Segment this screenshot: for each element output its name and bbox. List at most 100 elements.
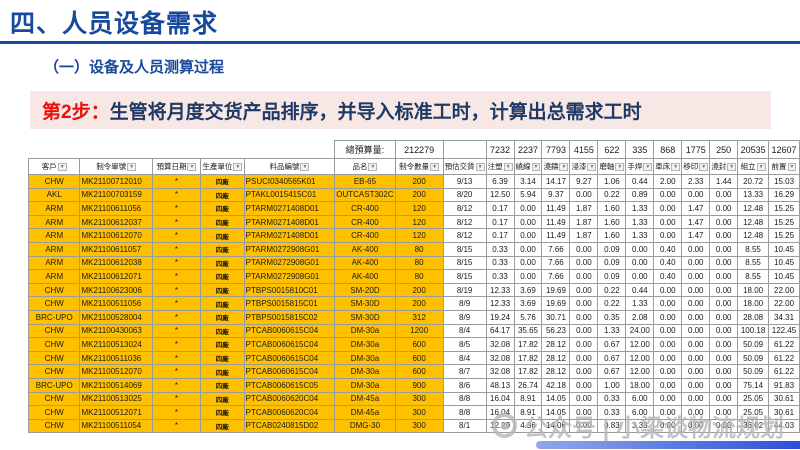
filter-dropdown-icon[interactable]: ▼ — [671, 163, 681, 172]
cell-r17-c17[interactable]: 25.05 — [737, 405, 770, 420]
cell-r3-c6[interactable]: 120 — [394, 214, 444, 230]
filter-dropdown-icon[interactable]: ▼ — [368, 163, 378, 172]
cell-r17-c4[interactable]: PTCAB0060620C04 — [243, 405, 336, 420]
cell-r6-c2[interactable]: * — [151, 255, 201, 271]
cell-r10-c16[interactable]: 0.00 — [709, 309, 739, 325]
cell-r7-c2[interactable]: * — [151, 269, 201, 284]
cell-r2-c6[interactable]: 120 — [394, 201, 444, 216]
cell-r16-c8[interactable]: 16.04 — [485, 391, 515, 407]
cell-r18-c15[interactable]: 0.00 — [681, 418, 711, 434]
cell-r8-c18[interactable]: 22.00 — [768, 282, 800, 298]
cell-r10-c3[interactable]: 四廠 — [199, 309, 245, 325]
cell-r4-c4[interactable]: PTARM0271408D01 — [243, 228, 336, 243]
cell-r1-c3[interactable]: 四廠 — [199, 187, 245, 203]
cell-r12-c8[interactable]: 32.08 — [485, 337, 515, 352]
cell-r10-c17[interactable]: 28.08 — [737, 309, 770, 325]
cell-r4-c17[interactable]: 12.48 — [737, 228, 770, 243]
cell-r2-c17[interactable]: 12.48 — [737, 201, 770, 216]
cell-r13-c9[interactable]: 17.82 — [513, 350, 543, 366]
cell-r16-c1[interactable]: MK21100513025 — [79, 391, 153, 407]
cell-r18-c9[interactable]: 4.36 — [513, 418, 543, 434]
cell-r15-c13[interactable]: 18.00 — [625, 377, 655, 393]
cell-r2-c8[interactable]: 0.17 — [485, 201, 515, 216]
cell-r2-c3[interactable]: 四廠 — [199, 201, 245, 216]
cell-r17-c7[interactable]: 8/8 — [442, 405, 487, 420]
cell-r10-c7[interactable]: 8/9 — [442, 309, 487, 325]
cell-r0-c2[interactable]: * — [151, 174, 201, 189]
cell-r11-c3[interactable]: 四廠 — [199, 323, 245, 339]
cell-r4-c8[interactable]: 0.17 — [485, 228, 515, 243]
cell-r0-c1[interactable]: MK21100712010 — [79, 174, 153, 189]
cell-r18-c10[interactable]: 14.06 — [541, 418, 571, 434]
cell-r8-c3[interactable]: 四廠 — [199, 282, 245, 298]
filter-dropdown-icon[interactable]: ▼ — [559, 163, 569, 172]
cell-r13-c4[interactable]: PTCAB0060615C04 — [243, 350, 336, 366]
cell-r2-c18[interactable]: 15.25 — [768, 201, 800, 216]
cell-r1-c7[interactable]: 8/20 — [442, 187, 487, 203]
cell-r17-c18[interactable]: 30.61 — [768, 405, 800, 420]
filter-dropdown-icon[interactable]: ▼ — [127, 163, 137, 172]
cell-r13-c0[interactable]: CHW — [27, 350, 81, 366]
cell-r6-c1[interactable]: MK21100612038 — [79, 255, 153, 271]
filter-dropdown-icon[interactable]: ▼ — [787, 163, 797, 172]
cell-r18-c3[interactable]: 四廠 — [199, 418, 245, 434]
cell-r8-c5[interactable]: SM-20D — [334, 282, 396, 298]
cell-r5-c9[interactable]: 0.00 — [513, 241, 543, 257]
cell-r13-c6[interactable]: 600 — [394, 350, 444, 366]
cell-r16-c14[interactable]: 0.00 — [653, 391, 683, 407]
cell-r11-c10[interactable]: 56.23 — [541, 323, 571, 339]
cell-r14-c6[interactable]: 600 — [394, 364, 444, 379]
cell-r18-c12[interactable]: 0.83 — [597, 418, 627, 434]
filter-dropdown-icon[interactable]: ▼ — [475, 163, 485, 172]
cell-r2-c1[interactable]: MK21100611056 — [79, 201, 153, 216]
cell-r15-c3[interactable]: 四廠 — [199, 377, 245, 393]
cell-r2-c11[interactable]: 1.87 — [569, 201, 599, 216]
cell-r3-c14[interactable]: 0.00 — [653, 214, 683, 230]
cell-r8-c2[interactable]: * — [151, 282, 201, 298]
cell-r17-c15[interactable]: 0.00 — [681, 405, 711, 420]
cell-r18-c6[interactable]: 300 — [394, 418, 444, 434]
cell-r2-c15[interactable]: 1.47 — [681, 201, 711, 216]
cell-r14-c9[interactable]: 17.82 — [513, 364, 543, 379]
cell-r18-c8[interactable]: 12.29 — [485, 418, 515, 434]
cell-r0-c13[interactable]: 0.44 — [625, 174, 655, 189]
cell-r12-c0[interactable]: CHW — [27, 337, 81, 352]
cell-r13-c18[interactable]: 61.22 — [768, 350, 800, 366]
cell-r5-c3[interactable]: 四廠 — [199, 241, 245, 257]
cell-r12-c6[interactable]: 600 — [394, 337, 444, 352]
cell-r7-c0[interactable]: ARM — [27, 269, 81, 284]
cell-r3-c5[interactable]: CR-400 — [334, 214, 396, 230]
cell-r3-c12[interactable]: 1.60 — [597, 214, 627, 230]
cell-r15-c2[interactable]: * — [151, 377, 201, 393]
cell-r13-c12[interactable]: 0.67 — [597, 350, 627, 366]
cell-r4-c14[interactable]: 0.00 — [653, 228, 683, 243]
cell-r9-c6[interactable]: 200 — [394, 296, 444, 311]
cell-r3-c7[interactable]: 8/12 — [442, 214, 487, 230]
cell-r6-c14[interactable]: 0.40 — [653, 255, 683, 271]
cell-r10-c5[interactable]: SM-30D — [334, 309, 396, 325]
cell-r7-c5[interactable]: AK-400 — [334, 269, 396, 284]
filter-dropdown-icon[interactable]: ▼ — [615, 163, 625, 172]
cell-r7-c17[interactable]: 8.55 — [737, 269, 770, 284]
cell-r8-c14[interactable]: 0.00 — [653, 282, 683, 298]
cell-r1-c2[interactable]: * — [151, 187, 201, 203]
cell-r14-c5[interactable]: DM-30a — [334, 364, 396, 379]
cell-r0-c5[interactable]: EB-65 — [334, 174, 396, 189]
cell-r13-c3[interactable]: 四廠 — [199, 350, 245, 366]
cell-r2-c9[interactable]: 0.00 — [513, 201, 543, 216]
cell-r1-c0[interactable]: AKL — [27, 187, 81, 203]
cell-r8-c17[interactable]: 18.00 — [737, 282, 770, 298]
cell-r4-c6[interactable]: 120 — [394, 228, 444, 243]
cell-r15-c8[interactable]: 48.13 — [485, 377, 515, 393]
cell-r4-c1[interactable]: MK21100612070 — [79, 228, 153, 243]
cell-r5-c0[interactable]: ARM — [27, 241, 81, 257]
cell-r11-c4[interactable]: PTCAB0060615C04 — [243, 323, 336, 339]
cell-r12-c1[interactable]: MK21100513024 — [79, 337, 153, 352]
cell-r12-c11[interactable]: 0.00 — [569, 337, 599, 352]
cell-r9-c10[interactable]: 19.69 — [541, 296, 571, 311]
cell-r6-c15[interactable]: 0.00 — [681, 255, 711, 271]
cell-r16-c10[interactable]: 14.05 — [541, 391, 571, 407]
cell-r4-c10[interactable]: 11.49 — [541, 228, 571, 243]
cell-r0-c18[interactable]: 15.03 — [768, 174, 800, 189]
cell-r8-c7[interactable]: 8/19 — [442, 282, 487, 298]
